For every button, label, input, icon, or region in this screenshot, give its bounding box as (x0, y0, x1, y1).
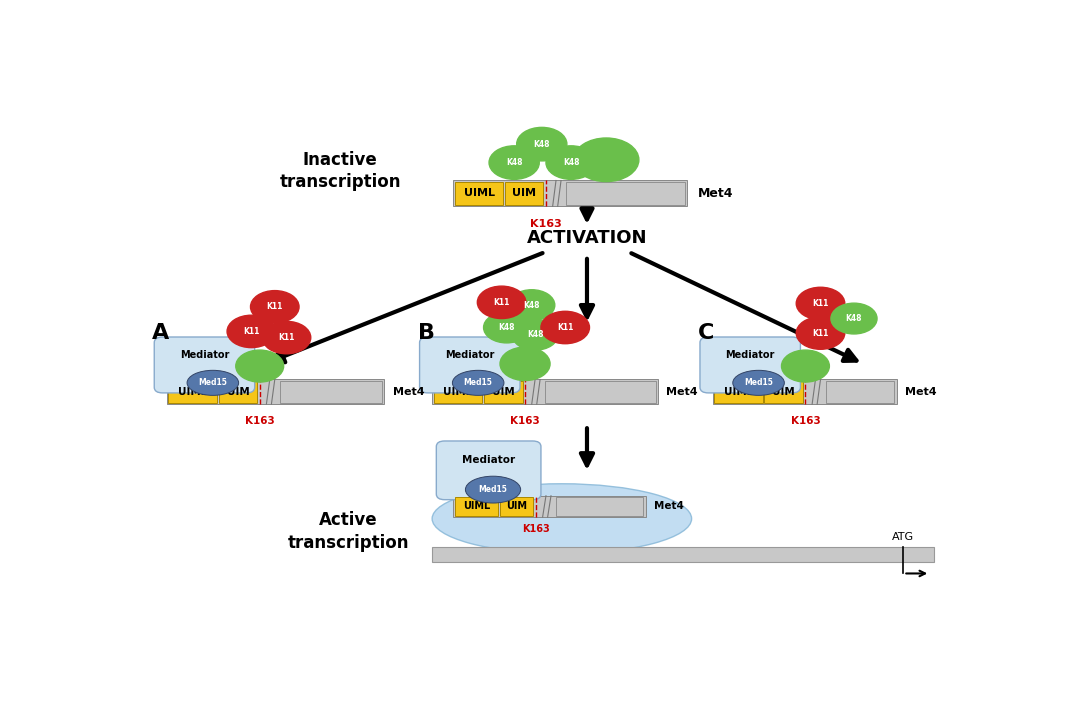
Text: Mediator: Mediator (726, 350, 774, 360)
Circle shape (516, 127, 567, 161)
FancyBboxPatch shape (454, 496, 646, 517)
Text: Met4: Met4 (653, 502, 684, 511)
FancyBboxPatch shape (454, 181, 688, 206)
Text: K48: K48 (534, 139, 550, 149)
Text: A: A (151, 323, 168, 343)
Text: K48: K48 (527, 330, 543, 339)
FancyBboxPatch shape (432, 547, 934, 563)
Text: UIML: UIML (724, 387, 753, 397)
Circle shape (796, 317, 845, 349)
Text: B: B (418, 323, 435, 343)
Circle shape (227, 315, 275, 348)
Ellipse shape (187, 370, 239, 396)
FancyBboxPatch shape (455, 182, 503, 205)
Circle shape (796, 287, 845, 319)
Circle shape (541, 311, 590, 343)
Text: K48: K48 (563, 158, 579, 167)
Text: K163: K163 (522, 523, 550, 534)
Circle shape (512, 319, 558, 350)
Text: Mediator: Mediator (445, 350, 495, 360)
FancyBboxPatch shape (714, 380, 762, 403)
FancyBboxPatch shape (154, 337, 255, 393)
Circle shape (509, 290, 555, 321)
FancyBboxPatch shape (434, 380, 483, 403)
Text: K11: K11 (279, 333, 295, 342)
FancyBboxPatch shape (419, 337, 521, 393)
Text: Met4: Met4 (666, 387, 698, 397)
Text: K48: K48 (505, 158, 523, 167)
FancyBboxPatch shape (713, 380, 896, 404)
FancyBboxPatch shape (436, 441, 541, 499)
Circle shape (477, 286, 526, 319)
Circle shape (235, 350, 284, 382)
Ellipse shape (733, 370, 784, 396)
Text: K163: K163 (530, 219, 562, 229)
FancyBboxPatch shape (500, 497, 534, 516)
Text: Active
transcription: Active transcription (287, 511, 409, 552)
FancyBboxPatch shape (765, 380, 802, 403)
FancyBboxPatch shape (166, 380, 384, 404)
Text: Met4: Met4 (905, 387, 936, 397)
Text: Med15: Med15 (478, 485, 508, 494)
Text: Inactive
transcription: Inactive transcription (280, 151, 401, 191)
Text: Met4: Met4 (698, 187, 733, 200)
Text: UIML: UIML (463, 188, 495, 198)
Text: K48: K48 (524, 301, 540, 309)
FancyBboxPatch shape (280, 380, 382, 403)
Circle shape (251, 290, 299, 323)
Text: K163: K163 (510, 416, 540, 426)
FancyBboxPatch shape (556, 497, 643, 516)
Text: UIM: UIM (507, 502, 527, 511)
FancyBboxPatch shape (432, 380, 658, 404)
Text: UIM: UIM (772, 387, 795, 397)
Text: C: C (698, 323, 714, 343)
Text: K48: K48 (846, 314, 862, 323)
Text: K163: K163 (791, 416, 821, 426)
FancyBboxPatch shape (168, 380, 217, 403)
Ellipse shape (453, 370, 504, 396)
Ellipse shape (432, 484, 691, 554)
FancyBboxPatch shape (218, 380, 257, 403)
Text: K11: K11 (494, 298, 510, 307)
Ellipse shape (465, 476, 521, 503)
FancyBboxPatch shape (455, 497, 498, 516)
Text: UIML: UIML (463, 502, 490, 511)
Text: Med15: Med15 (199, 378, 227, 388)
Text: UIM: UIM (491, 387, 515, 397)
Circle shape (546, 146, 596, 179)
FancyBboxPatch shape (566, 182, 685, 205)
Text: Med15: Med15 (463, 378, 492, 388)
Text: UIML: UIML (178, 387, 207, 397)
Text: ACTIVATION: ACTIVATION (527, 229, 647, 247)
Text: Med15: Med15 (744, 378, 773, 388)
Text: UIM: UIM (227, 387, 249, 397)
Text: Met4: Met4 (393, 387, 424, 397)
Circle shape (831, 303, 877, 334)
Circle shape (500, 347, 550, 380)
Text: UIML: UIML (444, 387, 473, 397)
FancyBboxPatch shape (545, 380, 656, 403)
Circle shape (484, 312, 529, 343)
Circle shape (262, 322, 311, 354)
Text: K48: K48 (498, 323, 515, 332)
Text: K11: K11 (812, 329, 828, 338)
Text: Mediator: Mediator (462, 455, 515, 465)
FancyBboxPatch shape (484, 380, 523, 403)
FancyBboxPatch shape (505, 182, 543, 205)
Circle shape (782, 350, 829, 382)
Text: ATG: ATG (892, 532, 915, 542)
Text: Mediator: Mediator (179, 350, 229, 360)
Text: K163: K163 (245, 416, 274, 426)
FancyBboxPatch shape (825, 380, 894, 403)
Text: K11: K11 (267, 302, 283, 311)
FancyBboxPatch shape (700, 337, 800, 393)
Text: K11: K11 (557, 323, 573, 332)
Text: K11: K11 (812, 299, 828, 308)
Circle shape (573, 138, 639, 182)
Circle shape (489, 146, 539, 179)
Text: K11: K11 (243, 327, 259, 336)
Text: UIM: UIM (512, 188, 536, 198)
